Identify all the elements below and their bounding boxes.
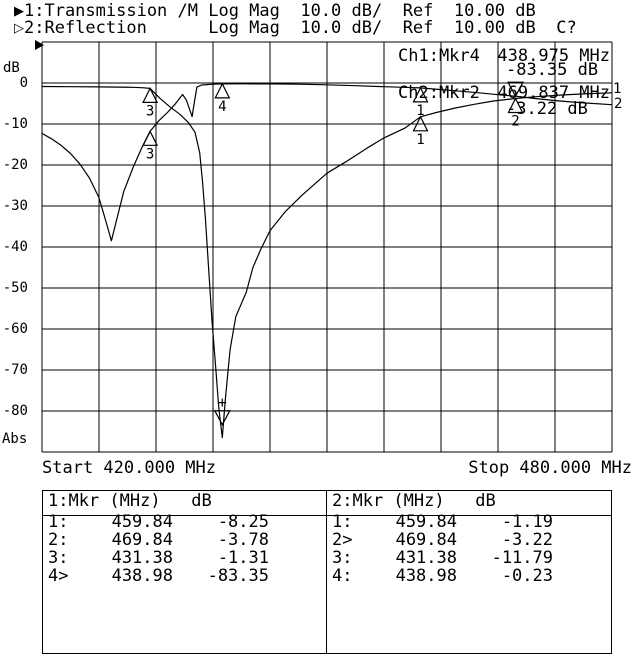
- marker-row-frequency: 438.98: [395, 566, 457, 586]
- marker-table-ch1-header: 1:Mkr (MHz) dB: [43, 491, 326, 516]
- marker-triangle-icon: [507, 97, 524, 114]
- marker-table-ch2: 2:Mkr (MHz) dB 1: 459.84 -1.19 2> 469.84 -3.2…: [327, 491, 611, 653]
- marker-table-row: 1: 459.84 -8.25: [43, 512, 326, 533]
- marker-row-id: 2:: [48, 530, 69, 550]
- marker-row-frequency: 438.98: [111, 566, 173, 586]
- ch2-marker-readout-label: Ch2:Mkr2: [398, 83, 480, 103]
- marker-triangle-icon: [214, 82, 231, 99]
- y-axis-tick-label: -70: [2, 362, 28, 378]
- graticule-grid: [41, 41, 613, 453]
- marker-table-row: 4> 438.98 -83.35: [43, 566, 326, 587]
- marker-number-label: 1: [416, 103, 424, 119]
- marker-triangle-icon: [412, 86, 429, 103]
- marker-number-label: 3: [146, 146, 154, 162]
- ch1-marker-readout-label: Ch1:Mkr4: [398, 46, 480, 66]
- marker-table-row: 2> 469.84 -3.22: [327, 530, 611, 551]
- marker-row-db: -0.23: [501, 566, 553, 586]
- marker-row-db: -11.79: [491, 548, 553, 568]
- marker-table-ch2-header: 2:Mkr (MHz) dB: [327, 491, 611, 516]
- y-axis-tick-label: -40: [2, 239, 28, 255]
- marker-row-db: -8.25: [217, 512, 269, 532]
- marker-row-db: -1.31: [217, 548, 269, 568]
- marker-row-frequency: 431.38: [395, 548, 457, 568]
- marker-row-frequency: 459.84: [395, 512, 457, 532]
- start-frequency-label: Start 420.000 MHz: [42, 458, 216, 478]
- stop-frequency-label: Stop 480.000 MHz: [468, 458, 632, 478]
- ref-position-pointer-icon: [35, 40, 44, 50]
- marker-row-id: 2>: [332, 530, 353, 550]
- channel-2-measurement-title: 2:Reflection Log Mag 10.0 dB/ Ref 10.00 …: [24, 18, 577, 38]
- marker-row-db: -3.22: [501, 530, 553, 550]
- marker-number-label: 1: [416, 132, 424, 148]
- marker-triangle-icon: [142, 87, 159, 104]
- marker-table-ch2-rows: 1: 459.84 -1.19 2> 469.84 -3.22 3: 431.38 -11.79…: [327, 512, 611, 587]
- marker-table-row: 1: 459.84 -1.19: [327, 512, 611, 533]
- marker-row-frequency: 431.38: [111, 548, 173, 568]
- active-marker-triangle-icon: [213, 410, 231, 426]
- channel-2-pointer-icon: ▷: [14, 21, 24, 36]
- trace-transmission: [41, 85, 613, 439]
- marker-row-id: 4>: [48, 566, 69, 586]
- marker-table-ch1-rows: 1: 459.84 -8.25 2: 469.84 -3.78 3: 431.38 -1.31 4…: [43, 512, 326, 587]
- channel-1-active-pointer-icon: ▶: [14, 4, 24, 19]
- marker-symbols: 3 3 4 +1 1 2: [142, 81, 525, 426]
- marker-row-frequency: 469.84: [111, 530, 173, 550]
- ch1-marker-readout-frequency: 438.975 MHz: [497, 46, 610, 66]
- y-axis-tick-label: -80: [2, 403, 28, 419]
- marker-row-db: -3.78: [217, 530, 269, 550]
- marker-row-frequency: 459.84: [111, 512, 173, 532]
- y-axis-tick-label: -10: [2, 116, 28, 132]
- marker-number-label: 3: [146, 103, 154, 119]
- y-axis-tick-label: -50: [2, 280, 28, 296]
- y-axis-tick-label: 0: [19, 75, 28, 91]
- y-axis-tick-label: -30: [2, 198, 28, 214]
- trace-number-label: 2: [614, 96, 623, 112]
- marker-table-row: 4: 438.98 -0.23: [327, 566, 611, 587]
- y-axis-tick-label: -60: [2, 321, 28, 337]
- marker-table-row: 2: 469.84 -3.78: [43, 530, 326, 551]
- marker-triangle-icon: [142, 129, 159, 146]
- marker-row-id: 1:: [332, 512, 353, 532]
- y-axis-tick-label: -20: [2, 157, 28, 173]
- marker-row-db: -1.19: [501, 512, 553, 532]
- active-marker-triangle-icon: [506, 81, 525, 98]
- y-axis-abs-label: Abs: [2, 431, 28, 447]
- trace-number-label: 1: [613, 81, 622, 97]
- marker-row-db: -83.35: [207, 566, 269, 586]
- channel-1-measurement-title: 1:Transmission /M Log Mag 10.0 dB/ Ref 1…: [24, 1, 536, 21]
- marker-number-label: 4: [218, 99, 226, 115]
- marker-row-id: 4:: [332, 566, 353, 586]
- marker-table-row: 3: 431.38 -1.31: [43, 548, 326, 569]
- marker-row-frequency: 469.84: [395, 530, 457, 550]
- marker-row-id: 3:: [332, 548, 353, 568]
- marker-table-ch1: 1:Mkr (MHz) dB 1: 459.84 -8.25 2: 469.84 -3.7…: [43, 491, 327, 653]
- marker-tables: 1:Mkr (MHz) dB 1: 459.84 -8.25 2: 469.84 -3.7…: [42, 490, 612, 654]
- marker-row-id: 1:: [48, 512, 69, 532]
- marker-number-label: 2: [511, 114, 519, 130]
- marker-row-id: 3:: [48, 548, 69, 568]
- marker-triangle-icon: [412, 115, 429, 132]
- marker-table-row: 3: 431.38 -11.79: [327, 548, 611, 569]
- ch1-marker-readout-value: -83.35 dB: [506, 60, 599, 80]
- active-marker-plus-icon: +: [218, 394, 227, 412]
- trace-reflection: [41, 83, 613, 242]
- y-axis-unit-label: dB: [3, 60, 20, 76]
